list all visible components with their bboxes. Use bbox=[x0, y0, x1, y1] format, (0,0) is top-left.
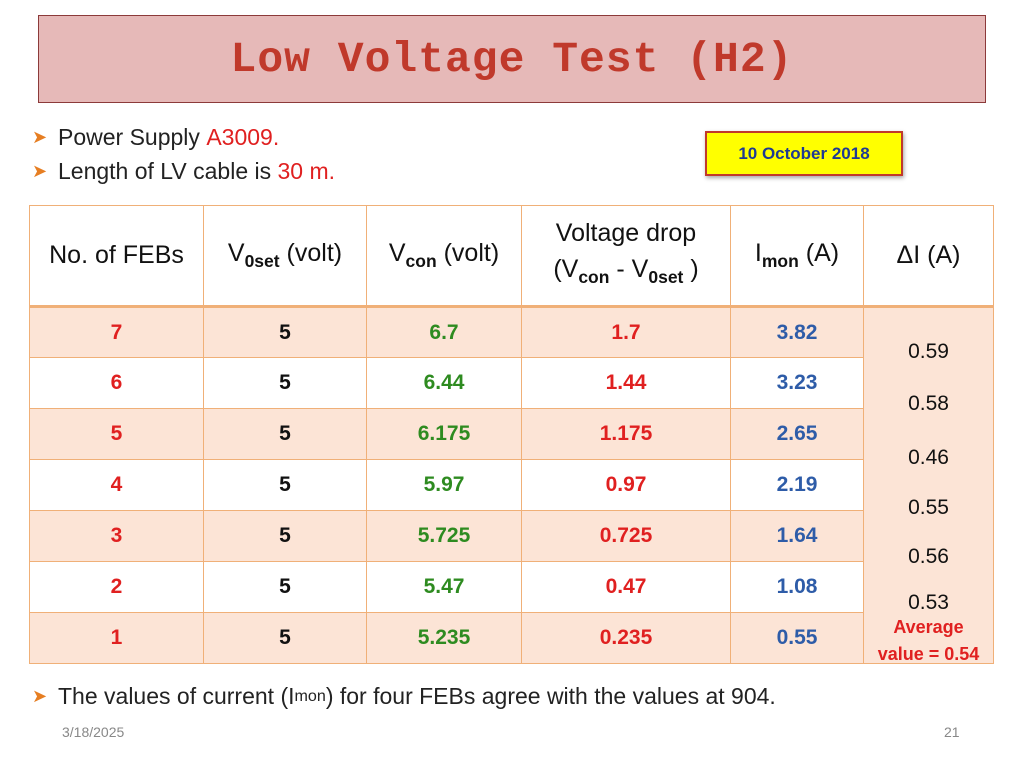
cell-voltage-drop: 0.725 bbox=[521, 510, 731, 562]
table-row: 5 5 6.175 1.175 2.65 bbox=[29, 408, 994, 460]
footer-note: ➤ The values of current (I mon) for four … bbox=[32, 683, 776, 710]
header-vcon: Vcon (volt) bbox=[366, 205, 522, 308]
bullet-text: Power Supply bbox=[58, 124, 207, 150]
cell-v0set: 5 bbox=[203, 459, 367, 511]
table-row: 3 5 5.725 0.725 1.64 bbox=[29, 510, 994, 562]
delta-value: 0.53 bbox=[908, 591, 949, 614]
table-row: 6 5 6.44 1.44 3.23 bbox=[29, 357, 994, 409]
cell-febs: 6 bbox=[29, 357, 204, 409]
header-febs: No. of FEBs bbox=[29, 205, 204, 308]
header-delta-i: ΔI (A) bbox=[863, 205, 994, 308]
cell-febs: 4 bbox=[29, 459, 204, 511]
cell-vcon: 5.97 bbox=[366, 459, 522, 511]
cell-voltage-drop: 0.47 bbox=[521, 561, 731, 613]
title-banner: Low Voltage Test (H2) bbox=[38, 15, 986, 103]
cell-vcon: 5.47 bbox=[366, 561, 522, 613]
footer-note-suffix: ) for four FEBs agree with the values at… bbox=[325, 683, 776, 709]
bullet-text: Length of LV cable is bbox=[58, 158, 278, 184]
delta-value: 0.55 bbox=[908, 496, 949, 519]
cell-voltage-drop: 1.44 bbox=[521, 357, 731, 409]
bullet-power-supply: ➤ Power Supply A3009. bbox=[32, 124, 279, 151]
cell-v0set: 5 bbox=[203, 612, 367, 664]
delta-value: 0.46 bbox=[908, 446, 949, 469]
table-row: 1 5 5.235 0.235 0.55 bbox=[29, 612, 994, 664]
cell-voltage-drop: 0.97 bbox=[521, 459, 731, 511]
cell-vcon: 6.175 bbox=[366, 408, 522, 460]
delta-value: 0.59 bbox=[908, 340, 949, 363]
cell-febs: 2 bbox=[29, 561, 204, 613]
delta-value: 0.56 bbox=[908, 545, 949, 568]
bullet-highlight: A3009. bbox=[206, 124, 280, 150]
cell-voltage-drop: 0.235 bbox=[521, 612, 731, 664]
bullet-cable-length: ➤ Length of LV cable is 30 m. bbox=[32, 158, 335, 185]
cell-imon: 3.23 bbox=[730, 357, 864, 409]
average-label: Average bbox=[893, 617, 964, 637]
cell-v0set: 5 bbox=[203, 357, 367, 409]
cell-febs: 5 bbox=[29, 408, 204, 460]
cell-voltage-drop: 1.7 bbox=[521, 306, 731, 358]
cell-vcon: 6.7 bbox=[366, 306, 522, 358]
date-badge: 10 October 2018 bbox=[705, 131, 903, 176]
table-row: 7 5 6.7 1.7 3.82 0.59 0.58 0.46 0.55 0.5… bbox=[29, 306, 994, 664]
table-row: 4 5 5.97 0.97 2.19 bbox=[29, 459, 994, 511]
cell-vcon: 6.44 bbox=[366, 357, 522, 409]
cell-v0set: 5 bbox=[203, 561, 367, 613]
cell-imon: 3.82 bbox=[730, 306, 864, 358]
table-header-row: No. of FEBs V0set (volt) Vcon (volt) Vol… bbox=[29, 205, 994, 308]
footer-note-sub: mon bbox=[294, 687, 326, 705]
cell-vcon: 5.725 bbox=[366, 510, 522, 562]
header-voltage-drop: Voltage drop (Vcon - V0set ) bbox=[521, 205, 731, 308]
arrow-bullet-icon: ➤ bbox=[32, 686, 48, 706]
lv-test-table: No. of FEBs V0set (volt) Vcon (volt) Vol… bbox=[29, 205, 994, 664]
delta-value: 0.58 bbox=[908, 392, 949, 415]
cell-delta-i-column: 0.59 0.58 0.46 0.55 0.56 0.53 Average va… bbox=[863, 306, 994, 664]
average-value: value = 0.54 bbox=[877, 644, 980, 664]
page-number: 21 bbox=[944, 724, 960, 740]
arrow-bullet-icon: ➤ bbox=[32, 127, 48, 147]
header-imon: Imon (A) bbox=[730, 205, 864, 308]
cell-vcon: 5.235 bbox=[366, 612, 522, 664]
header-v0set: V0set (volt) bbox=[203, 205, 367, 308]
cell-imon: 2.65 bbox=[730, 408, 864, 460]
cell-voltage-drop: 1.175 bbox=[521, 408, 731, 460]
cell-v0set: 5 bbox=[203, 510, 367, 562]
footer-date: 3/18/2025 bbox=[62, 724, 125, 740]
cell-v0set: 5 bbox=[203, 306, 367, 358]
footer-note-prefix: The values of current (I bbox=[58, 683, 295, 709]
table-row: 2 5 5.47 0.47 1.08 bbox=[29, 561, 994, 613]
cell-imon: 1.64 bbox=[730, 510, 864, 562]
cell-imon: 0.55 bbox=[730, 612, 864, 664]
bullet-highlight: 30 m. bbox=[277, 158, 336, 184]
cell-imon: 1.08 bbox=[730, 561, 864, 613]
cell-febs: 1 bbox=[29, 612, 204, 664]
slide-title: Low Voltage Test (H2) bbox=[230, 34, 794, 84]
cell-febs: 3 bbox=[29, 510, 204, 562]
cell-imon: 2.19 bbox=[730, 459, 864, 511]
cell-febs: 7 bbox=[29, 306, 204, 358]
cell-v0set: 5 bbox=[203, 408, 367, 460]
arrow-bullet-icon: ➤ bbox=[32, 161, 48, 181]
